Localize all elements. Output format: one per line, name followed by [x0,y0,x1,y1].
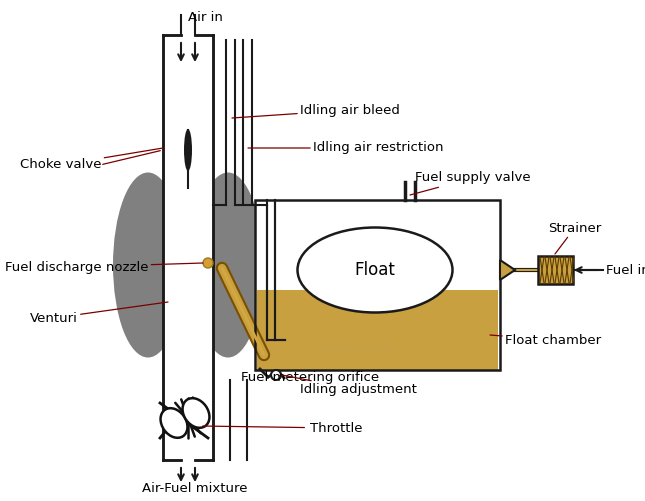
Ellipse shape [161,408,188,438]
Text: Fuel supply valve: Fuel supply valve [410,171,531,195]
Text: Idling adjustment: Idling adjustment [282,375,417,396]
Ellipse shape [183,398,210,428]
Ellipse shape [193,172,263,358]
Text: Idling air restriction: Idling air restriction [248,141,444,154]
Circle shape [271,370,281,380]
Polygon shape [500,260,515,280]
Text: Fuel discharge nozzle: Fuel discharge nozzle [5,261,203,274]
Bar [163,35,213,460]
Text: Strainer: Strainer [548,221,601,254]
Text: mecholic.com: mecholic.com [316,343,393,353]
Text: Fuel metering orifice: Fuel metering orifice [241,372,379,384]
Ellipse shape [184,129,192,171]
Text: Air in: Air in [188,11,223,24]
Text: Venturi: Venturi [30,302,168,325]
Text: Choke valve: Choke valve [20,148,163,171]
Text: Float: Float [355,261,395,279]
Text: Float chamber: Float chamber [490,334,601,347]
Text: Idling air bleed: Idling air bleed [232,104,400,118]
Bar [163,35,213,460]
Bar [257,290,498,370]
Bar [255,200,500,370]
Bar [255,200,500,370]
Ellipse shape [297,227,453,313]
Circle shape [203,258,213,268]
Ellipse shape [113,172,183,358]
Text: Air-Fuel mixture: Air-Fuel mixture [143,481,248,494]
Text: Throttle: Throttle [203,421,362,434]
Bar [538,256,573,284]
Text: Fuel in: Fuel in [606,264,645,277]
